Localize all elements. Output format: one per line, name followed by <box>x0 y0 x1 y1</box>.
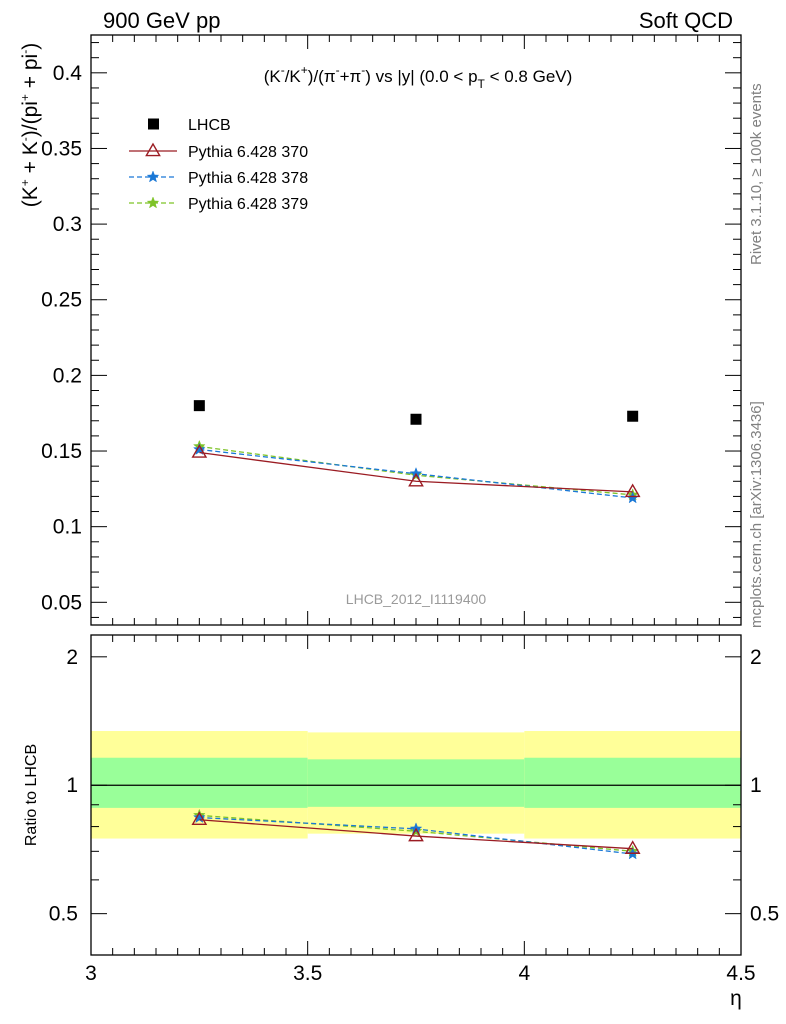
text-run: (K <box>19 186 42 207</box>
main-series-2-point <box>192 442 206 455</box>
superscript: + <box>301 63 308 77</box>
main-y-axis-label: (K+ + K-)/(pi+ + pi-) <box>18 43 42 207</box>
main-panel: 0.05 0.1 0.15 0.2 0.25 0.3 0.35 0.4 LHCB Pythia 6… <box>41 34 742 955</box>
ratio-uncertainty-band-inner <box>307 759 525 807</box>
ratio-uncertainty-band-inner <box>524 757 741 808</box>
main-series-1-line <box>199 451 633 493</box>
legend-label-0: LHCB <box>188 117 231 134</box>
y-tick-label: 0.25 <box>41 289 82 312</box>
ratio-series-0-point <box>408 827 424 842</box>
ratio-series-0-line <box>199 819 633 850</box>
y-tick-label: 0.15 <box>41 440 82 463</box>
header-right-label: Soft QCD <box>639 8 733 33</box>
ratio-plot-frame <box>90 634 742 956</box>
ratio-y-tick-label: 1 <box>66 774 78 797</box>
ratio-series-0-point <box>624 840 641 854</box>
ratio-y-tick-label-right: 2 <box>750 646 762 669</box>
y-tick-label: 0.05 <box>41 591 82 614</box>
text-run: (K <box>264 67 282 86</box>
subscript: T <box>478 77 486 91</box>
superscript: - <box>336 63 340 77</box>
ratio-y-tick-label-right: 0.5 <box>750 903 779 926</box>
text-run: ) vs |y| (0.0 < p <box>365 67 477 86</box>
superscript: - <box>18 50 32 54</box>
legend-label-2: Pythia 6.428 378 <box>188 170 308 187</box>
superscript: - <box>18 137 32 141</box>
ratio-y-tick-label-right: 1 <box>750 774 762 797</box>
ratio-uncertainty-band-inner <box>91 757 308 808</box>
text-run: )/(pi <box>19 101 42 137</box>
x-tick-label: 4 <box>518 962 530 985</box>
superscript: + <box>18 94 32 101</box>
y-tick-label: 0.4 <box>53 62 83 85</box>
main-series-0-point <box>627 410 639 422</box>
legend-marker-1 <box>145 142 161 157</box>
x-tick-label: 3.5 <box>293 962 322 985</box>
legend-label-1: Pythia 6.428 370 <box>188 144 308 161</box>
text-run: )/(π <box>308 67 336 86</box>
y-tick-label: 0.1 <box>53 516 82 539</box>
text-run: /K <box>285 67 302 86</box>
ratio-y-tick-label: 2 <box>66 646 78 669</box>
text-run: + pi <box>19 54 42 94</box>
legend-marker-0 <box>148 118 159 130</box>
legend-label-3: Pythia 6.428 379 <box>188 196 308 213</box>
main-series-1-point <box>408 472 424 487</box>
superscript: - <box>361 63 365 77</box>
x-tick-label: 3 <box>85 962 97 985</box>
main-series-1-point <box>191 444 208 458</box>
y-tick-label: 0.3 <box>53 213 82 236</box>
header-left-label: 900 GeV pp <box>103 8 220 33</box>
x-axis-label: η <box>730 987 742 1010</box>
superscript: - <box>281 63 285 77</box>
superscript: + <box>18 179 32 186</box>
analysis-watermark: LHCB_2012_I1119400 <box>346 591 487 607</box>
ratio-y-axis-label: Ratio to LHCB <box>23 744 40 846</box>
y-tick-label: 0.35 <box>41 137 82 160</box>
main-series-0-point <box>410 413 422 425</box>
ratio-panel: 3 3.5 4 4.5 0.5 0.5 1 1 2 2 <box>49 634 779 985</box>
rivet-version-label: Rivet 3.1.10, ≥ 100k events <box>748 83 765 265</box>
text-run: + K <box>19 141 42 179</box>
text-run: < 0.8 GeV) <box>485 67 572 86</box>
legend-marker-3 <box>146 196 160 209</box>
text-run: +π <box>340 67 362 86</box>
y-tick-label: 0.2 <box>53 364 82 387</box>
x-tick-label: 4.5 <box>726 962 755 985</box>
text-run: ) <box>19 43 42 50</box>
main-series-1-point <box>624 483 641 498</box>
ratio-y-tick-label: 0.5 <box>49 903 78 926</box>
legend-marker-2 <box>146 170 160 183</box>
plot-title: (K-/K+)/(π-+π-) vs |y| (0.0 < pT < 0.8 G… <box>264 63 573 91</box>
main-series-0-point <box>193 400 205 412</box>
ratio-series-0-point <box>191 811 208 826</box>
mcplots-source-label: mcplots.cern.ch [arXiv:1306.3436] <box>748 401 765 628</box>
